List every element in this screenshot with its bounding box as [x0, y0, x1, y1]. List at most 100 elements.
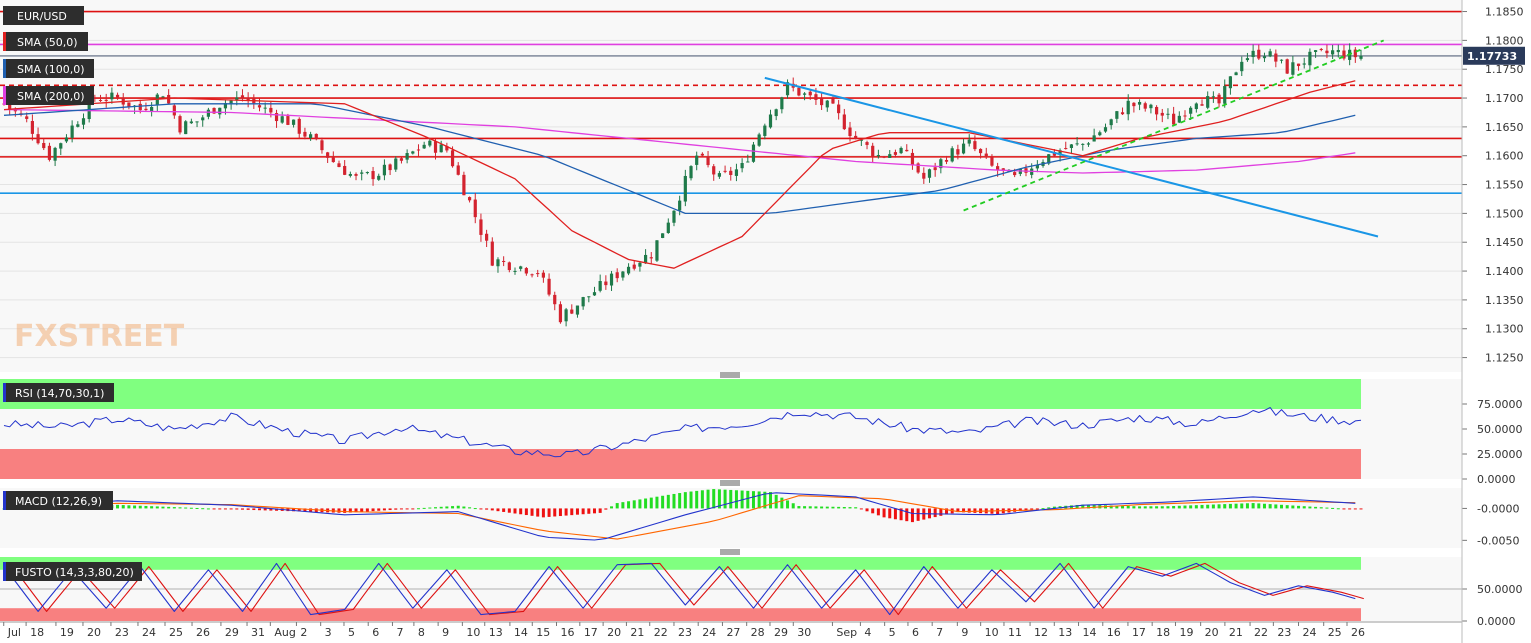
candle [519, 265, 523, 272]
macd-histogram-bar [712, 489, 716, 509]
macd-histogram-bar [155, 506, 159, 509]
legend-sma50-box[interactable] [3, 32, 88, 51]
candle-body [638, 262, 642, 267]
price-tick-label: 1.1300 [1485, 323, 1524, 336]
macd-histogram-bar [1109, 505, 1113, 509]
macd-histogram-bar [734, 490, 738, 509]
candle-body [70, 125, 74, 138]
time-tick-label: 9 [961, 626, 968, 639]
time-tick-label: 20 [1205, 626, 1219, 639]
macd-legend-box[interactable] [3, 491, 113, 510]
candle-body [621, 271, 625, 278]
legend-sma200-box[interactable] [3, 86, 94, 105]
macd-histogram-bar [774, 494, 778, 509]
candle-body [1353, 49, 1357, 58]
stoch-tick-label: 0.0000 [1477, 615, 1516, 628]
candle-body [1217, 94, 1221, 104]
macd-histogram-bar [223, 508, 227, 510]
candle [956, 144, 960, 160]
time-tick-label: 4 [864, 626, 871, 639]
stoch-overbought-zone [0, 557, 1361, 570]
panel-splitter-stoch[interactable] [720, 549, 740, 555]
stoch-oversold-zone [0, 608, 1361, 621]
macd-histogram-bar [201, 508, 205, 510]
candle-body [1223, 86, 1227, 104]
candle [394, 156, 398, 172]
macd-histogram-bar [1018, 508, 1022, 512]
candle [939, 157, 943, 174]
candle [167, 89, 171, 105]
candle [507, 261, 511, 273]
price-axis: 1.1850 1.1800 1.1750 1.1700 1.1650 1.1600 1.15… [1462, 6, 1525, 365]
candle [490, 237, 494, 267]
candle [377, 173, 381, 181]
candle [882, 155, 886, 159]
macd-histogram-bar [1206, 504, 1210, 509]
candle-body [1126, 100, 1130, 115]
candle [445, 142, 449, 153]
macd-histogram-bar [1336, 508, 1340, 510]
time-tick-label: 29 [225, 626, 239, 639]
macd-histogram-bar [1200, 504, 1204, 509]
macd-histogram-bar [558, 508, 562, 517]
candle-body [450, 150, 455, 167]
candle-body [1001, 168, 1005, 171]
macd-histogram-bar [1041, 508, 1045, 510]
candle-body [893, 152, 898, 155]
candle-body [1035, 164, 1039, 169]
candle-body [859, 139, 863, 141]
candle [734, 163, 739, 182]
macd-histogram-bar [973, 508, 977, 513]
macd-histogram-bar [1155, 506, 1159, 509]
candle-body [837, 104, 841, 114]
candle [893, 149, 898, 158]
stoch-legend-box[interactable] [3, 562, 142, 581]
candle [1342, 45, 1346, 61]
candle-body [649, 257, 653, 259]
macd-histogram-bar [246, 508, 250, 510]
candle-body [1262, 56, 1267, 59]
candle-body [530, 274, 534, 276]
macd-histogram-bar [769, 492, 773, 509]
macd-histogram-bar [303, 508, 307, 512]
candle [797, 87, 801, 97]
candle [371, 166, 375, 186]
time-tick-label: Jul [7, 626, 21, 639]
candle [1200, 99, 1204, 106]
legend-sma100-box[interactable] [3, 59, 94, 78]
candle-body [1172, 113, 1176, 125]
rsi-legend-box[interactable] [3, 383, 114, 402]
macd-histogram-bar [116, 504, 120, 509]
macd-histogram-bar [365, 508, 369, 512]
candle-body [405, 153, 409, 160]
time-tick-label: 23 [115, 626, 129, 639]
candle [922, 167, 926, 184]
candle [802, 92, 807, 101]
candle-body [81, 118, 86, 125]
macd-histogram-bar [1035, 508, 1039, 510]
macd-histogram-bar [644, 498, 648, 509]
macd-histogram-bar [292, 508, 296, 512]
rsi-overbought-zone [0, 379, 1361, 409]
macd-histogram-bar [434, 507, 438, 509]
macd-histogram-bar [717, 489, 721, 509]
macd-panel: -0.0000 -0.0050 MACD (12,26,9) [0, 488, 1519, 548]
candle-body [1081, 143, 1085, 145]
candle-body [814, 94, 818, 100]
macd-histogram-bar [763, 491, 767, 509]
candle [212, 107, 216, 114]
candle [1240, 56, 1244, 76]
macd-histogram-bar [1268, 504, 1272, 509]
panel-splitter-rsi[interactable] [720, 372, 740, 378]
panel-splitter-macd[interactable] [720, 480, 740, 486]
candle [723, 165, 727, 174]
candle-body [1274, 53, 1278, 62]
macd-histogram-bar [1325, 507, 1329, 509]
candle [246, 92, 250, 108]
macd-histogram-bar [1194, 505, 1198, 509]
time-tick-label: 17 [1132, 626, 1146, 639]
macd-histogram-bar [405, 508, 409, 510]
macd-histogram-bar [343, 508, 347, 513]
time-tick-label: 13 [489, 626, 503, 639]
candle [1331, 44, 1335, 59]
